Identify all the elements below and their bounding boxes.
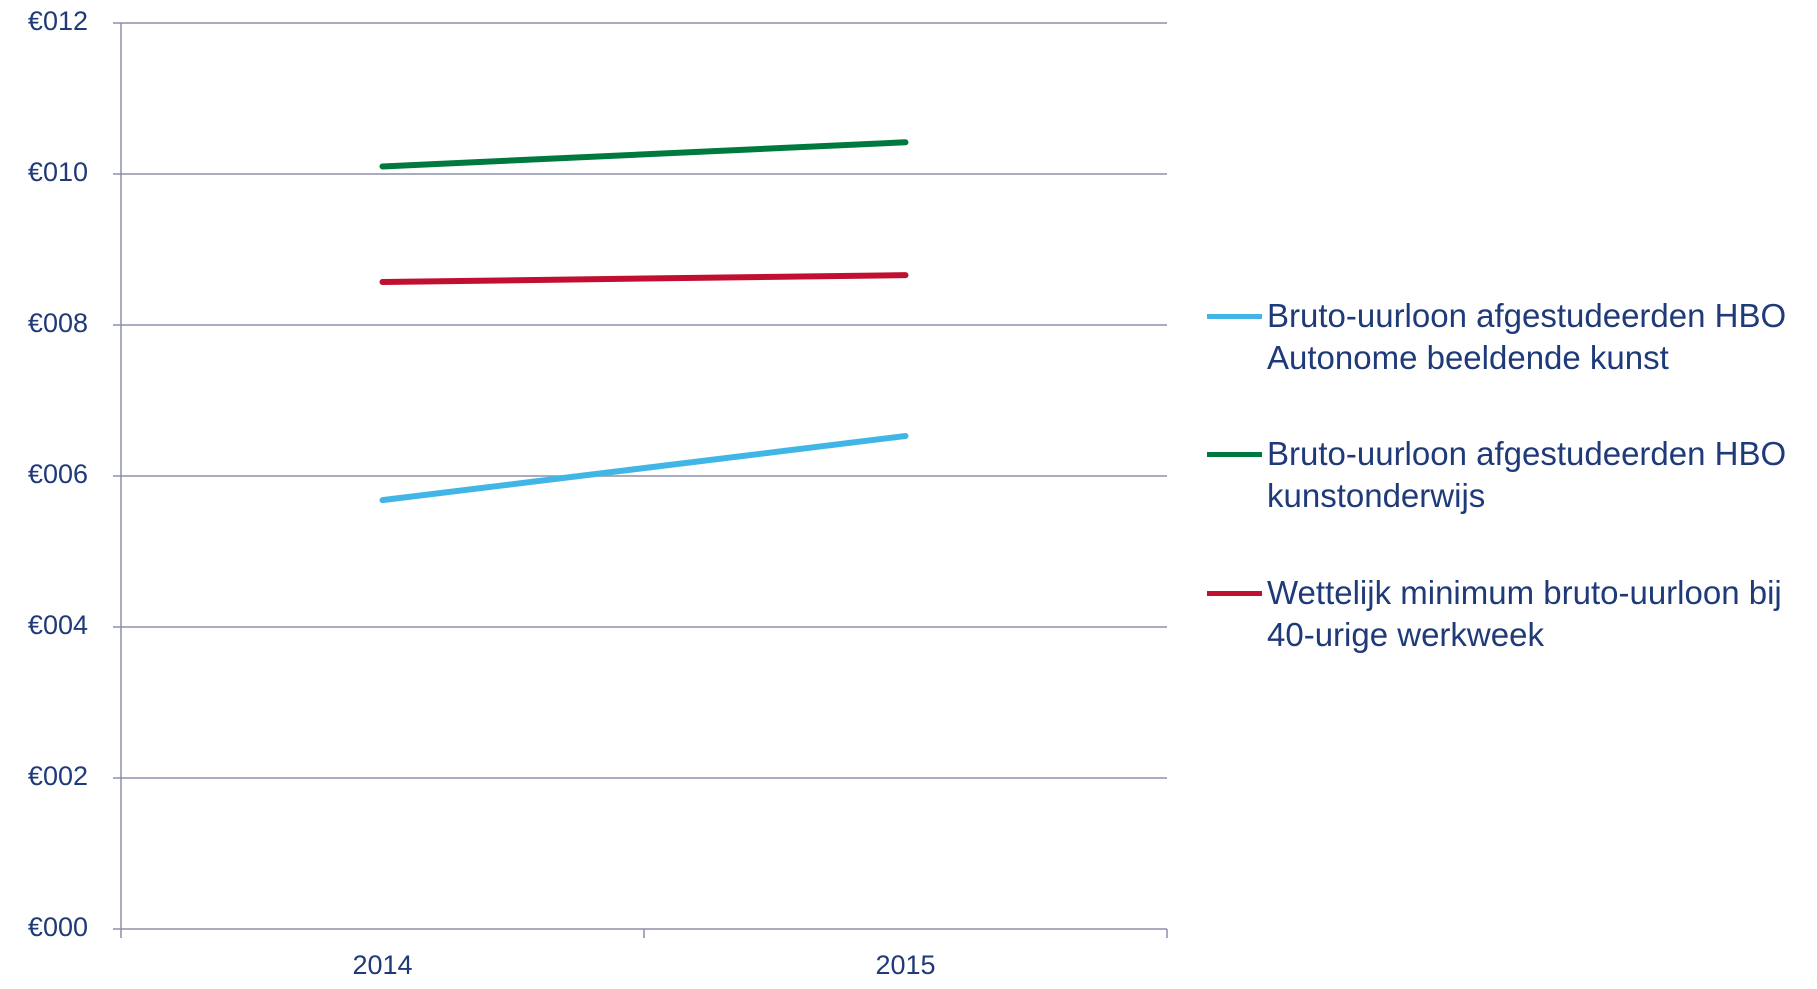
series-line	[379, 272, 909, 285]
legend-swatch	[1207, 314, 1262, 319]
legend-label: Bruto-uurloon afgestudeerden HBO kunston…	[1267, 435, 1787, 514]
series-line	[379, 432, 909, 504]
legend-entry: Bruto-uurloon afgestudeerden HBO kunston…	[1207, 433, 1807, 517]
y-tick-label: €000	[28, 912, 88, 942]
legend-label: Wettelijk minimum bruto-uurloon bij 40-u…	[1267, 574, 1782, 653]
legend-entry: Wettelijk minimum bruto-uurloon bij 40-u…	[1207, 572, 1807, 656]
y-tick-label: €010	[28, 157, 88, 187]
y-tick-label: €006	[28, 459, 88, 489]
series-line	[379, 139, 909, 170]
x-tick-label: 2014	[352, 950, 412, 980]
x-tick-label: 2015	[875, 950, 935, 980]
legend-swatch	[1207, 591, 1262, 596]
y-tick-label: €002	[28, 761, 88, 791]
y-tick-label: €012	[28, 6, 88, 36]
legend-label: Bruto-uurloon afgestudeerden HBO Autonom…	[1267, 297, 1787, 376]
legend-entry: Bruto-uurloon afgestudeerden HBO Autonom…	[1207, 295, 1807, 379]
y-tick-label: €004	[28, 610, 88, 640]
y-tick-label: €008	[28, 308, 88, 338]
legend-swatch	[1207, 452, 1262, 457]
